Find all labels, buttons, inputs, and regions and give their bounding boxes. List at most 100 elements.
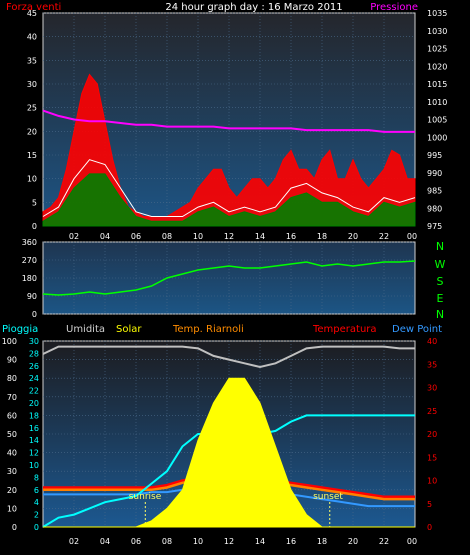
wind-axis-tick: 10	[27, 175, 37, 184]
rain-axis-tick: 30	[29, 337, 39, 346]
pressure-axis-tick: 1015	[427, 80, 447, 89]
wind-axis-tick: 20	[27, 127, 37, 136]
temperature-axis-tick: 10	[427, 477, 437, 486]
pressure-axis-tick: 1000	[427, 133, 447, 142]
humidity-axis-tick: 0	[12, 523, 17, 532]
hour-tick-label: 12	[224, 232, 234, 241]
wind-axis-tick: 35	[27, 56, 37, 65]
rain-axis-tick: 28	[29, 349, 39, 358]
wind-axis-tick: 40	[27, 33, 37, 42]
rain-axis-tick: 4	[34, 498, 39, 507]
direction-axis-tick: 270	[22, 256, 37, 265]
hour-tick-label: 06	[131, 537, 141, 546]
compass-label-w: W	[435, 258, 446, 271]
hour-tick-label: 02	[69, 232, 79, 241]
hour-tick-label: 18	[317, 537, 327, 546]
pressure-axis-tick: 1030	[427, 27, 447, 36]
rain-axis-tick: 0	[34, 523, 39, 532]
wind-axis-tick: 30	[27, 80, 37, 89]
hour-tick-label: 14	[255, 537, 265, 546]
humidity-axis-tick: 100	[2, 337, 17, 346]
rain-axis-tick: 16	[29, 424, 39, 433]
direction-axis-tick: 0	[32, 310, 37, 319]
temperature-axis-tick: 5	[427, 500, 432, 509]
temperature-axis-tick: 20	[427, 430, 437, 439]
wind-axis-tick: 25	[27, 104, 37, 113]
hour-tick-label: 16	[286, 232, 296, 241]
temperature-axis-tick: 35	[427, 360, 437, 369]
rain-axis-tick: 18	[29, 411, 39, 420]
legend-temperature: Temperatura	[312, 324, 377, 335]
wind-axis-tick: 45	[27, 9, 37, 18]
humidity-axis-tick: 70	[7, 393, 17, 402]
direction-axis-tick: 90	[27, 292, 37, 301]
pressure-axis-tick: 1020	[427, 62, 447, 71]
wind-axis-tick: 0	[32, 222, 37, 231]
pressure-axis-tick: 1010	[427, 98, 447, 107]
humidity-axis-tick: 10	[7, 504, 17, 513]
direction-axis-tick: 180	[22, 274, 37, 283]
humidity-axis-tick: 90	[7, 356, 17, 365]
legend-temp-perceived: Temp. Riarnoli	[172, 324, 244, 335]
rain-axis-tick: 2	[34, 511, 39, 520]
hour-tick-label: 14	[255, 232, 265, 241]
temperature-axis-tick: 15	[427, 453, 437, 462]
pressure-axis-tick: 975	[427, 222, 442, 231]
rain-axis-tick: 22	[29, 387, 39, 396]
sunrise-label: sunrise	[129, 492, 162, 502]
hour-tick-label: 22	[379, 537, 389, 546]
pressure-axis-tick: 1025	[427, 45, 447, 54]
rain-axis-tick: 8	[34, 473, 39, 482]
humidity-axis-tick: 60	[7, 411, 17, 420]
rain-axis-tick: 6	[34, 486, 39, 495]
compass-label-n-bottom: N	[436, 308, 444, 321]
wind-axis-tick: 5	[32, 198, 37, 207]
hour-tick-label: 04	[100, 537, 110, 546]
wind-direction-line	[42, 260, 416, 296]
pressure-axis-tick: 1005	[427, 116, 447, 125]
legend-solar: Solar	[116, 324, 142, 335]
humidity-axis-tick: 80	[7, 374, 17, 383]
hour-tick-label: 10	[193, 232, 203, 241]
pressure-axis-title: Pressione	[370, 2, 418, 13]
hour-tick-label: 18	[317, 232, 327, 241]
pressure-line	[42, 109, 415, 133]
rain-axis-tick: 14	[29, 436, 39, 445]
legend-humidity: Umidita	[66, 324, 105, 335]
hour-tick-label: 00	[407, 232, 417, 241]
legend-rain: Pioggia	[2, 324, 38, 335]
hour-tick-label: 20	[348, 537, 358, 546]
hour-tick-label: 16	[286, 537, 296, 546]
humidity-axis-tick: 40	[7, 449, 17, 458]
humidity-line	[42, 345, 415, 369]
pressure-axis-tick: 980	[427, 204, 442, 213]
rain-axis-tick: 24	[29, 374, 39, 383]
legend-dewpoint: Dew Point	[392, 324, 442, 335]
temperature-axis-tick: 25	[427, 407, 437, 416]
pressure-axis-tick: 985	[427, 187, 442, 196]
wind-axis-tick: 15	[27, 151, 37, 160]
wind-speed-line	[42, 159, 416, 217]
solar-area	[43, 377, 415, 528]
rain-axis-tick: 10	[29, 461, 39, 470]
compass-label-s: S	[437, 275, 444, 288]
direction-axis-tick: 360	[22, 238, 37, 247]
chart-title: 24 hour graph day : 16 Marzo 2011	[165, 2, 342, 13]
humidity-axis-tick: 20	[7, 486, 17, 495]
humidity-axis-tick: 30	[7, 467, 17, 476]
hour-tick-label: 20	[348, 232, 358, 241]
temperature-axis-tick: 30	[427, 384, 437, 393]
compass-label-n-top: N	[436, 240, 444, 253]
hour-tick-label: 06	[131, 232, 141, 241]
hour-tick-label: 04	[100, 232, 110, 241]
hour-tick-label: 00	[407, 537, 417, 546]
hour-tick-label: 08	[162, 232, 172, 241]
wind-gust-area	[42, 73, 416, 227]
humidity-axis-tick: 50	[7, 430, 17, 439]
hour-tick-label: 02	[69, 537, 79, 546]
temperature-axis-tick: 0	[427, 523, 432, 532]
temperature-axis-tick: 40	[427, 337, 437, 346]
hour-tick-label: 08	[162, 537, 172, 546]
pressure-axis-tick: 1035	[427, 9, 447, 18]
